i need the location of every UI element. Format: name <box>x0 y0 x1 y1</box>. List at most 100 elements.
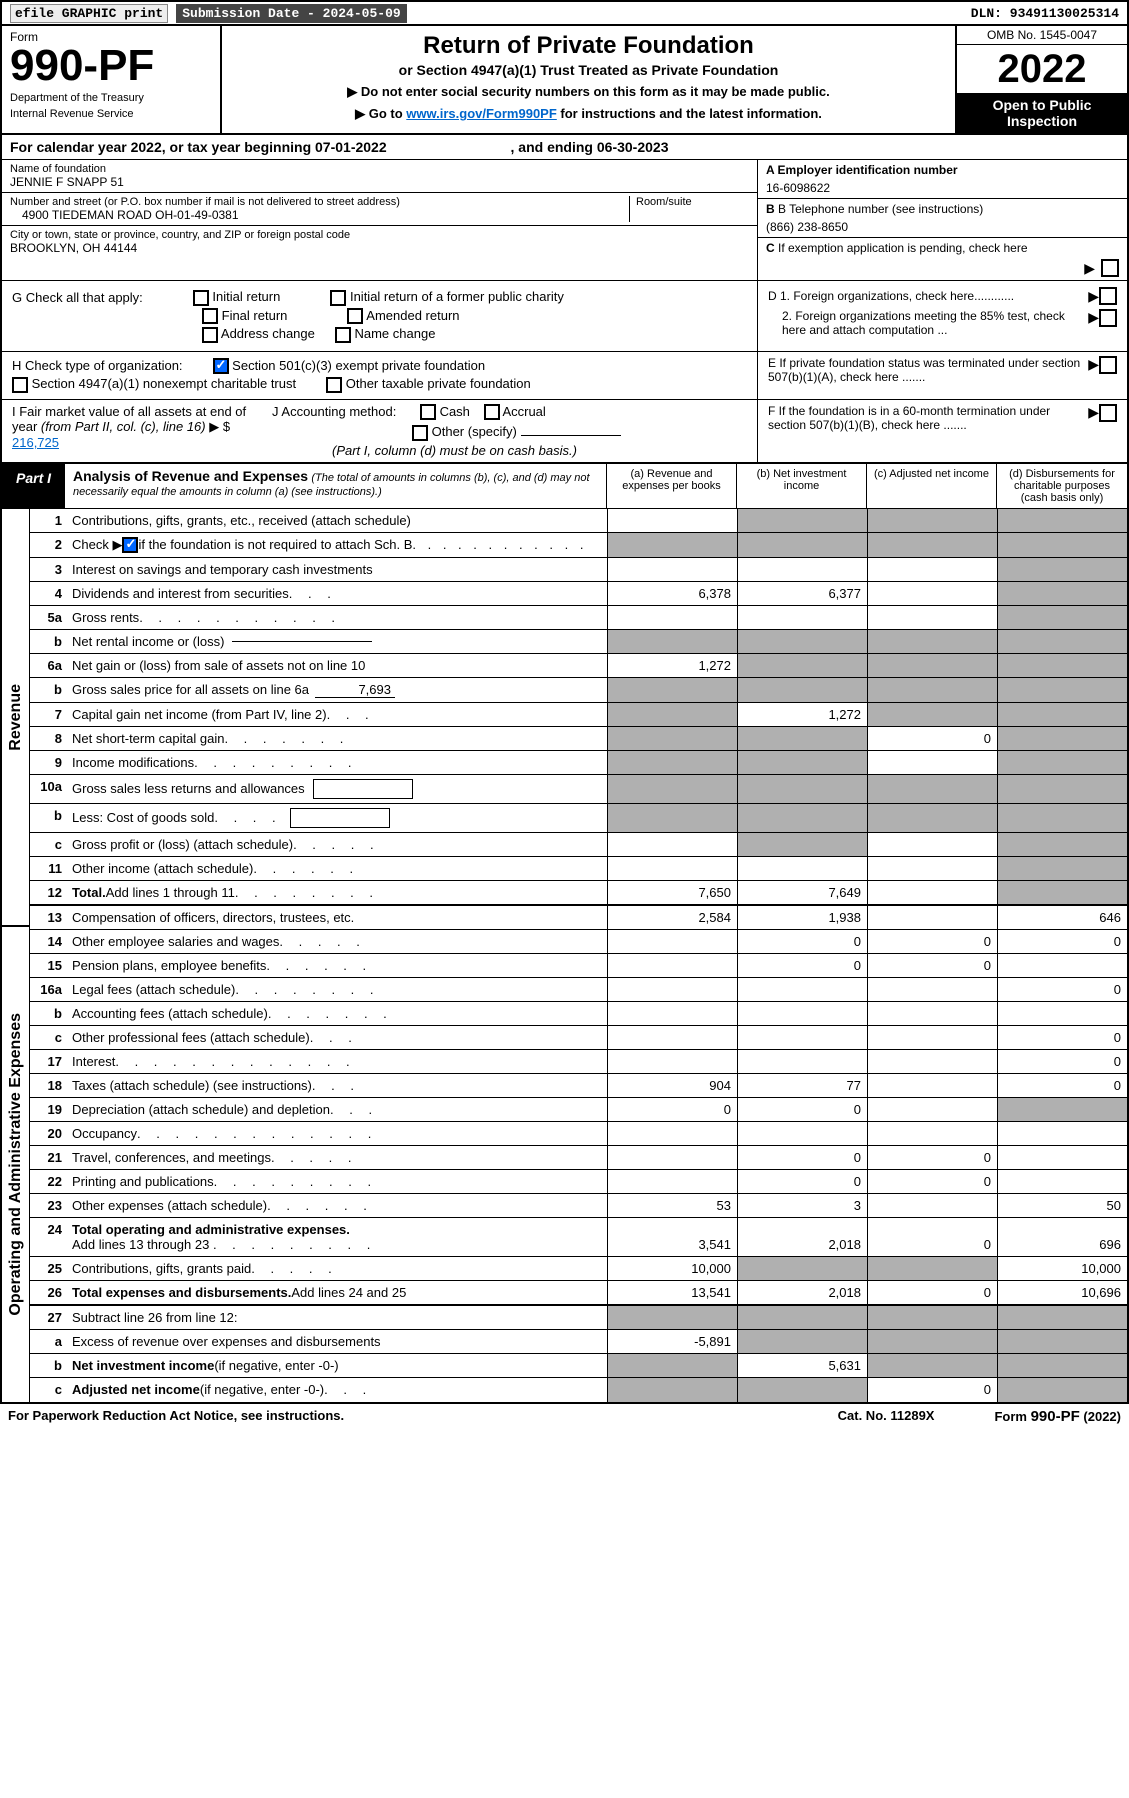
cell-a <box>607 775 737 803</box>
row-7: 7Capital gain net income (from Part IV, … <box>30 703 1127 727</box>
cell-a <box>607 1146 737 1169</box>
line-num: 12 <box>30 881 68 904</box>
501c3-label: Section 501(c)(3) exempt private foundat… <box>232 358 485 373</box>
exemption-pending-label: C If exemption application is pending, c… <box>766 241 1119 255</box>
foreign-85-checkbox[interactable] <box>1099 309 1117 327</box>
cell-a <box>607 533 737 557</box>
row-2: 2Check ▶ if the foundation is not requir… <box>30 533 1127 558</box>
line-desc: Net rental income or (loss) <box>68 630 607 653</box>
other-method-checkbox[interactable] <box>412 425 428 441</box>
cell-d <box>997 775 1127 803</box>
instructions-link-row: ▶ Go to www.irs.gov/Form990PF for instru… <box>228 106 949 122</box>
other-taxable-checkbox[interactable] <box>326 377 342 393</box>
d1-label: D 1. Foreign organizations, check here..… <box>768 289 1088 303</box>
fmv-link[interactable]: 216,725 <box>12 435 59 450</box>
cell-b <box>737 630 867 653</box>
initial-return-charity-checkbox[interactable] <box>330 290 346 306</box>
cell-a <box>607 1170 737 1193</box>
line-desc: Gross sales price for all assets on line… <box>68 678 607 702</box>
line-desc: Subtract line 26 from line 12: <box>68 1306 607 1329</box>
cell-b <box>737 654 867 677</box>
cell-b: 5,631 <box>737 1354 867 1377</box>
cell-a: 7,650 <box>607 881 737 904</box>
arrow-icon: ▶ <box>1088 309 1099 326</box>
cell-d <box>997 1306 1127 1329</box>
accrual-checkbox[interactable] <box>484 404 500 420</box>
row-16c: cOther professional fees (attach schedul… <box>30 1026 1127 1050</box>
cell-d <box>997 678 1127 702</box>
cal-prefix: For calendar year 2022, or tax year begi… <box>10 139 315 155</box>
name-change-checkbox[interactable] <box>335 327 351 343</box>
sch-b-checkbox[interactable] <box>122 537 138 553</box>
begin-date: 07-01-2022 <box>315 139 387 155</box>
cell-b <box>737 678 867 702</box>
address-change-checkbox[interactable] <box>202 327 218 343</box>
cell-b <box>737 804 867 832</box>
cell-d <box>997 654 1127 677</box>
60month-checkbox[interactable] <box>1099 404 1117 422</box>
irs-form-link[interactable]: www.irs.gov/Form990PF <box>406 106 557 121</box>
initial-return-checkbox[interactable] <box>193 290 209 306</box>
cell-c <box>867 751 997 774</box>
city-label: City or town, state or province, country… <box>10 229 749 241</box>
line-desc: Excess of revenue over expenses and disb… <box>68 1330 607 1353</box>
cell-d <box>997 881 1127 904</box>
ein-label: A Employer identification number <box>766 163 1119 177</box>
cell-d: 50 <box>997 1194 1127 1217</box>
cell-c <box>867 630 997 653</box>
cell-b <box>737 1026 867 1049</box>
cell-a: 2,584 <box>607 906 737 929</box>
line-num: 11 <box>30 857 68 880</box>
col-d-header: (d) Disbursements for charitable purpose… <box>997 464 1127 508</box>
line-num: 9 <box>30 751 68 774</box>
arrow-icon: ▶ <box>1088 356 1099 373</box>
amended-return-label: Amended return <box>366 308 459 323</box>
line-desc: Other professional fees (attach schedule… <box>68 1026 607 1049</box>
cell-a <box>607 509 737 532</box>
terminated-checkbox[interactable] <box>1099 356 1117 374</box>
cell-b: 7,649 <box>737 881 867 904</box>
cell-d <box>997 954 1127 977</box>
row-16b: bAccounting fees (attach schedule) . . .… <box>30 1002 1127 1026</box>
address-label: Number and street (or P.O. box number if… <box>10 196 629 208</box>
line-num: 7 <box>30 703 68 726</box>
foundation-name-label: Name of foundation <box>10 163 749 175</box>
cell-a <box>607 727 737 750</box>
efile-print-button[interactable]: efile GRAPHIC print <box>10 4 168 23</box>
line-num: 25 <box>30 1257 68 1280</box>
cell-b <box>737 1306 867 1329</box>
row-6b: bGross sales price for all assets on lin… <box>30 678 1127 703</box>
cell-c: 0 <box>867 1170 997 1193</box>
cell-a: 0 <box>607 1098 737 1121</box>
exemption-checkbox[interactable] <box>1101 259 1119 277</box>
cell-b: 0 <box>737 1170 867 1193</box>
cell-c <box>867 558 997 581</box>
cell-b: 1,272 <box>737 703 867 726</box>
goto-prefix: ▶ Go to <box>355 106 406 121</box>
cell-d <box>997 804 1127 832</box>
row-24: 24Total operating and administrative exp… <box>30 1218 1127 1257</box>
initial-return-label: Initial return <box>212 289 280 304</box>
cell-b <box>737 509 867 532</box>
cell-a <box>607 1122 737 1145</box>
line-desc: Accounting fees (attach schedule) . . . … <box>68 1002 607 1025</box>
dept-treasury: Department of the Treasury <box>10 92 212 104</box>
revenue-side-label: Revenue <box>7 684 25 751</box>
omb-number: OMB No. 1545-0047 <box>957 26 1127 45</box>
cell-a <box>607 954 737 977</box>
4947-checkbox[interactable] <box>12 377 28 393</box>
line-num: 10a <box>30 775 68 803</box>
row-4: 4Dividends and interest from securities … <box>30 582 1127 606</box>
foreign-org-checkbox[interactable] <box>1099 287 1117 305</box>
line-desc: Total expenses and disbursements. Add li… <box>68 1281 607 1304</box>
cell-d: 0 <box>997 1050 1127 1073</box>
row-11: 11Other income (attach schedule) . . . .… <box>30 857 1127 881</box>
501c3-checkbox[interactable] <box>213 358 229 374</box>
cell-b: 1,938 <box>737 906 867 929</box>
initial-return-charity-label: Initial return of a former public charit… <box>350 289 564 304</box>
final-return-checkbox[interactable] <box>202 308 218 324</box>
cash-checkbox[interactable] <box>420 404 436 420</box>
cell-b: 0 <box>737 954 867 977</box>
section-h: H Check type of organization: Section 50… <box>0 352 1129 400</box>
amended-return-checkbox[interactable] <box>347 308 363 324</box>
